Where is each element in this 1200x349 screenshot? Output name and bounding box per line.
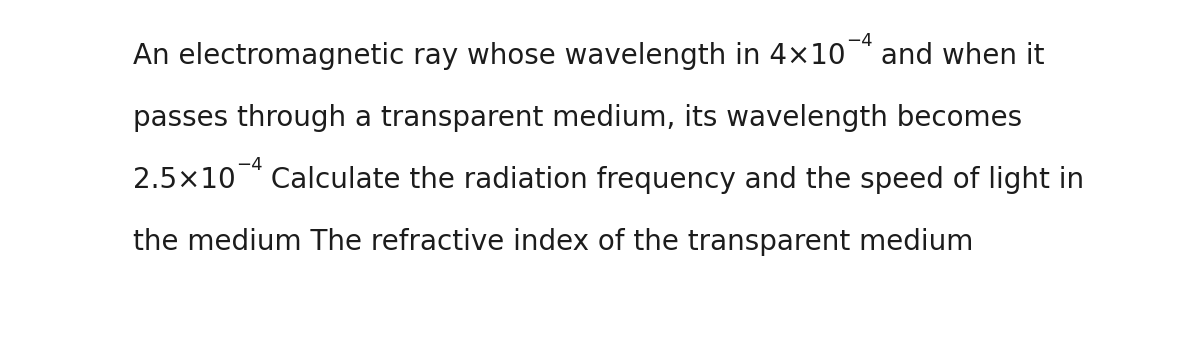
Text: passes through a transparent medium, its wavelength becomes: passes through a transparent medium, its… <box>133 104 1022 132</box>
Text: An electromagnetic ray whose wavelength in 4×10: An electromagnetic ray whose wavelength … <box>133 42 846 70</box>
Text: and when it: and when it <box>872 42 1045 70</box>
Text: the medium The refractive index of the transparent medium: the medium The refractive index of the t… <box>133 228 973 256</box>
Text: −4: −4 <box>846 32 872 50</box>
Text: Calculate the radiation frequency and the speed of light in: Calculate the radiation frequency and th… <box>263 166 1085 194</box>
Text: −4: −4 <box>235 156 263 174</box>
Text: 2.5×10: 2.5×10 <box>133 166 235 194</box>
